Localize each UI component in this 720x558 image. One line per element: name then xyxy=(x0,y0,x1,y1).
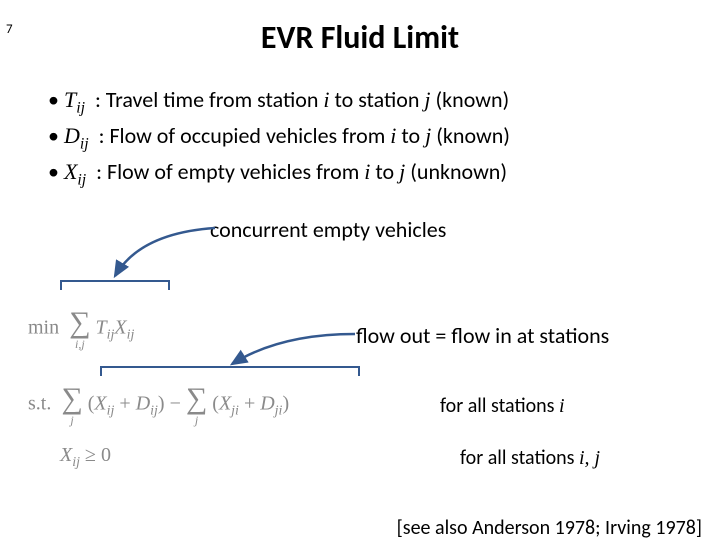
subscript: ij xyxy=(76,99,85,116)
bracket-constraint xyxy=(100,366,360,376)
st-label: s.t. xyxy=(28,393,51,415)
desc: to xyxy=(396,122,425,149)
annotation-forall-i: for all stations i xyxy=(440,394,565,418)
bullet-list: Tij : Travel time from station i to stat… xyxy=(48,85,720,190)
annotation-forall-ij: for all stations i, j xyxy=(460,446,600,470)
var-X: X xyxy=(114,317,126,339)
desc: to station xyxy=(329,86,424,113)
desc: : Travel time from station xyxy=(95,86,323,113)
bullet-item: Dij : Flow of occupied vehicles from i t… xyxy=(48,121,720,155)
objective-line: min ∑i,j TijXij xyxy=(28,308,134,350)
var-T: T xyxy=(96,317,107,339)
constraint-nonneg: Xij ≥ 0 xyxy=(60,444,111,471)
min-label: min xyxy=(28,317,59,339)
page-number: 7 xyxy=(6,22,13,37)
subscript: ij xyxy=(77,171,86,188)
sum-symbol: ∑i,j xyxy=(69,308,90,350)
page-title: EVR Fluid Limit xyxy=(0,18,720,57)
desc: (known) xyxy=(431,122,510,149)
desc: : Flow of empty vehicles from xyxy=(96,158,364,185)
sum-symbol: ∑j xyxy=(186,384,207,426)
symbol: T xyxy=(64,87,76,112)
citation: [see also Anderson 1978; Irving 1978] xyxy=(397,516,702,540)
bracket-objective xyxy=(60,280,170,290)
desc: : Flow of occupied vehicles from xyxy=(99,122,391,149)
text: for all stations xyxy=(460,446,579,470)
sum-symbol: ∑j xyxy=(61,384,82,426)
symbol: X xyxy=(64,159,77,184)
annotation-concurrent: concurrent empty vehicles xyxy=(210,216,446,243)
annotation-flowbalance: flow out = flow in at stations xyxy=(356,322,609,349)
desc: to xyxy=(370,158,399,185)
subscript: ij xyxy=(80,135,89,152)
desc: (known) xyxy=(431,86,510,113)
var: i xyxy=(559,395,565,417)
bullet-item: Tij : Travel time from station i to stat… xyxy=(48,85,720,119)
bullet-item: Xij : Flow of empty vehicles from i to j… xyxy=(48,157,720,191)
var: i, j xyxy=(579,447,600,469)
constraint-balance: s.t. ∑j (Xij + Dij) − ∑j (Xji + Dji) xyxy=(28,384,289,426)
desc: (unknown) xyxy=(405,158,507,185)
text: for all stations xyxy=(440,394,559,418)
symbol: D xyxy=(64,123,80,148)
